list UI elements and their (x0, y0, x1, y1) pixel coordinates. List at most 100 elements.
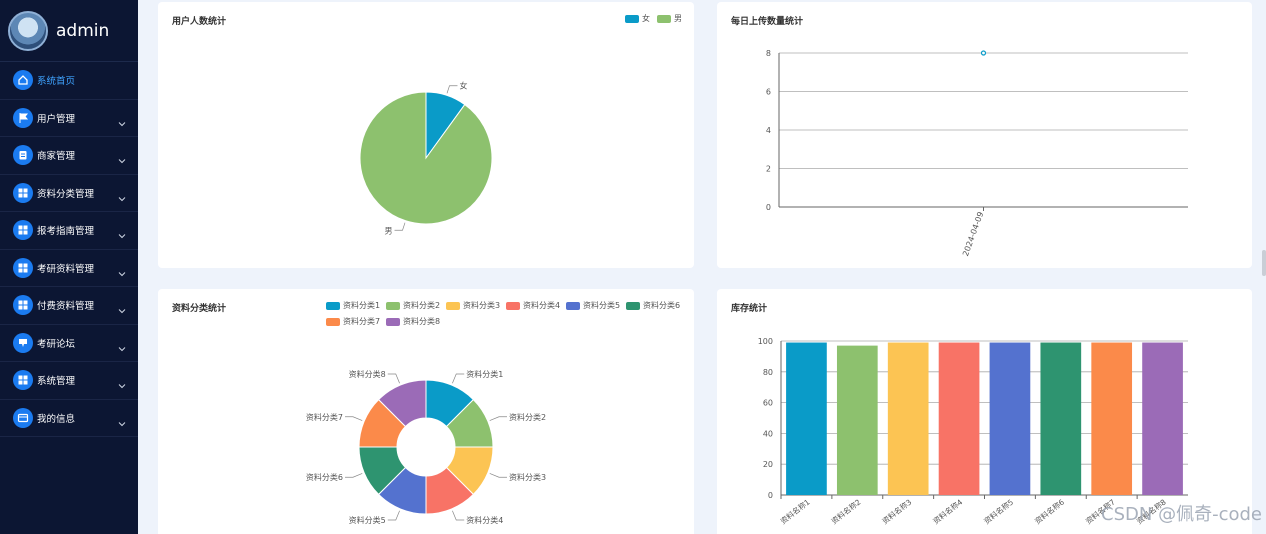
page-scrollbar[interactable] (1262, 250, 1266, 276)
card-title: 资料分类统计 (172, 304, 227, 314)
y-tick-label: 80 (763, 368, 773, 377)
x-tick-label: 2024-04-09 (961, 211, 985, 258)
sidebar-item-2[interactable]: 用户管理 (0, 100, 138, 137)
legend-label: 男 (674, 14, 682, 23)
bar (887, 342, 929, 495)
chevron-down-icon (118, 188, 126, 201)
bar (1091, 342, 1133, 495)
sidebar-item-8[interactable]: 考研论坛 (0, 325, 138, 362)
legend-item[interactable]: 资料分类2 (386, 300, 440, 311)
legend-swatch (326, 301, 340, 310)
chevron-down-icon (118, 263, 126, 276)
legend-item[interactable]: 资料分类5 (566, 300, 620, 311)
forum-icon (13, 332, 33, 353)
legend-label: 资料分类1 (343, 301, 381, 310)
label-line (387, 510, 400, 521)
legend-label: 资料分类2 (403, 301, 441, 310)
slice-label: 资料分类1 (466, 369, 503, 379)
bar (1040, 342, 1082, 495)
sidebar-item-3[interactable]: 商家管理 (0, 137, 138, 175)
legend-item[interactable]: 资料分类1 (326, 300, 380, 311)
y-tick-label: 0 (766, 203, 771, 212)
legend-swatch (386, 301, 400, 310)
legend-swatch (386, 317, 400, 326)
y-tick-label: 0 (768, 491, 773, 500)
label-line (345, 416, 363, 421)
sidebar-item-1[interactable]: 系统首页 (0, 62, 138, 100)
card-title: 用户人数统计 (172, 17, 227, 27)
sidebar-item-9[interactable]: 系统管理 (0, 362, 138, 400)
legend-label: 资料分类5 (583, 301, 621, 310)
user-gender-pie-chart: 女男 (359, 81, 493, 235)
legend-item[interactable]: 女 (625, 13, 650, 24)
sidebar-item-5[interactable]: 报考指南管理 (0, 212, 138, 250)
label-line (446, 85, 458, 94)
legend-item[interactable]: 资料分类6 (626, 300, 680, 311)
slice-label: 资料分类8 (349, 369, 386, 379)
legend-item[interactable]: 资料分类7 (326, 316, 380, 327)
slice-label: 资料分类7 (306, 412, 343, 422)
x-tick-label: 资料名称4 (931, 497, 965, 526)
bar (1142, 342, 1183, 495)
sidebar-item-label: 系统管理 (37, 376, 76, 388)
grid-icon (13, 182, 33, 203)
legend-item[interactable]: 资料分类4 (506, 300, 560, 311)
grid-icon (13, 295, 33, 316)
x-tick-label: 资料名称1 (778, 497, 812, 526)
category-donut-chart: 资料分类1 资料分类2 资料分类3 资料分类4 资料分类5 资料分类6 资料分类7 资料分类8 (306, 369, 546, 525)
sidebar-item-10[interactable]: 我的信息 (0, 400, 138, 437)
chevron-down-icon (118, 300, 126, 314)
label-line (489, 473, 507, 478)
sidebar-item-label: 报考指南管理 (37, 226, 95, 238)
legend-swatch (446, 301, 460, 310)
sidebar-item-4[interactable]: 资料分类管理 (0, 175, 138, 212)
legend-label: 女 (642, 14, 650, 23)
avatar[interactable] (8, 10, 48, 51)
legend-swatch (625, 14, 639, 23)
sidebar-item-6[interactable]: 考研资料管理 (0, 250, 138, 287)
sidebar-item-label: 用户管理 (37, 113, 76, 125)
label-line (452, 373, 465, 384)
pie-slice (359, 91, 493, 225)
y-tick-label: 6 (766, 88, 771, 97)
watermark: CSDN @佩奇-code (1101, 504, 1262, 525)
y-tick-label: 8 (766, 49, 771, 58)
legend-item[interactable]: 男 (657, 13, 682, 24)
x-tick-label: 资料名称6 (1032, 497, 1066, 526)
chevron-down-icon (118, 150, 126, 164)
daily-upload-card: 0 2 4 6 8 2024-04-09 每日上传数量统计 (717, 2, 1252, 268)
legend-swatch (326, 317, 340, 326)
grid-icon (13, 257, 33, 278)
flag-icon (13, 107, 33, 128)
sidebar-item-label: 考研论坛 (37, 338, 76, 350)
y-tick-label: 4 (766, 126, 771, 135)
stock-bar-chart: 0 20 40 60 80 100 资料名称1 资料名称2 资料名称3 资料名称4 资料名称5 资料名… (758, 337, 1188, 526)
label-line (394, 222, 406, 231)
sidebar-item-label: 商家管理 (37, 151, 76, 163)
y-tick-label: 60 (763, 399, 773, 408)
label-line (452, 510, 465, 521)
x-tick-label: 资料名称3 (880, 497, 914, 526)
legend-label: 资料分类7 (343, 317, 381, 326)
legend-label: 资料分类4 (523, 301, 561, 310)
legend-item[interactable]: 资料分类8 (386, 316, 440, 327)
x-tick-label: 资料名称5 (982, 497, 1016, 526)
slice-label: 资料分类4 (466, 515, 503, 525)
sidebar-item-label: 付费资料管理 (37, 301, 95, 313)
home-icon (13, 70, 33, 91)
bar (836, 345, 878, 495)
store-icon (13, 145, 33, 166)
y-tick-label: 20 (763, 460, 773, 469)
legend-item[interactable]: 资料分类3 (446, 300, 500, 311)
slice-label: 女 (459, 81, 467, 91)
chevron-down-icon (118, 113, 126, 126)
bar (786, 342, 827, 495)
y-tick-label: 40 (763, 429, 773, 438)
sidebar-item-7[interactable]: 付费资料管理 (0, 287, 138, 325)
card-title: 库存统计 (731, 304, 768, 314)
card-title: 每日上传数量统计 (731, 17, 804, 27)
label-line (489, 416, 507, 421)
legend-swatch (626, 301, 640, 310)
x-tick-label: 资料名称2 (829, 497, 863, 526)
chevron-down-icon (118, 413, 126, 426)
